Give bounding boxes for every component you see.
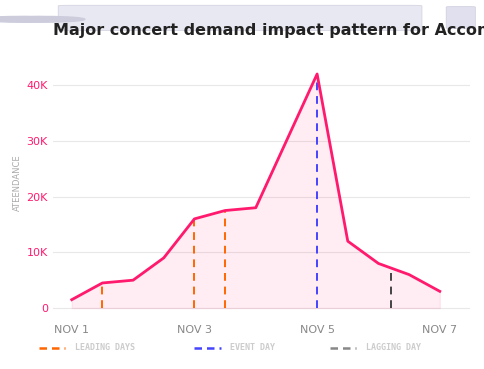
Text: LAGGING DAY: LAGGING DAY	[365, 343, 420, 352]
Circle shape	[0, 17, 70, 22]
Circle shape	[7, 17, 85, 22]
Circle shape	[0, 17, 56, 22]
Text: Major concert demand impact pattern for Accommodation: Major concert demand impact pattern for …	[53, 23, 484, 38]
FancyBboxPatch shape	[445, 7, 474, 28]
Text: LEADING DAYS: LEADING DAYS	[75, 343, 135, 352]
Y-axis label: ATEENDANCE: ATEENDANCE	[13, 154, 22, 211]
Text: EVENT DAY: EVENT DAY	[230, 343, 275, 352]
FancyBboxPatch shape	[58, 5, 421, 31]
